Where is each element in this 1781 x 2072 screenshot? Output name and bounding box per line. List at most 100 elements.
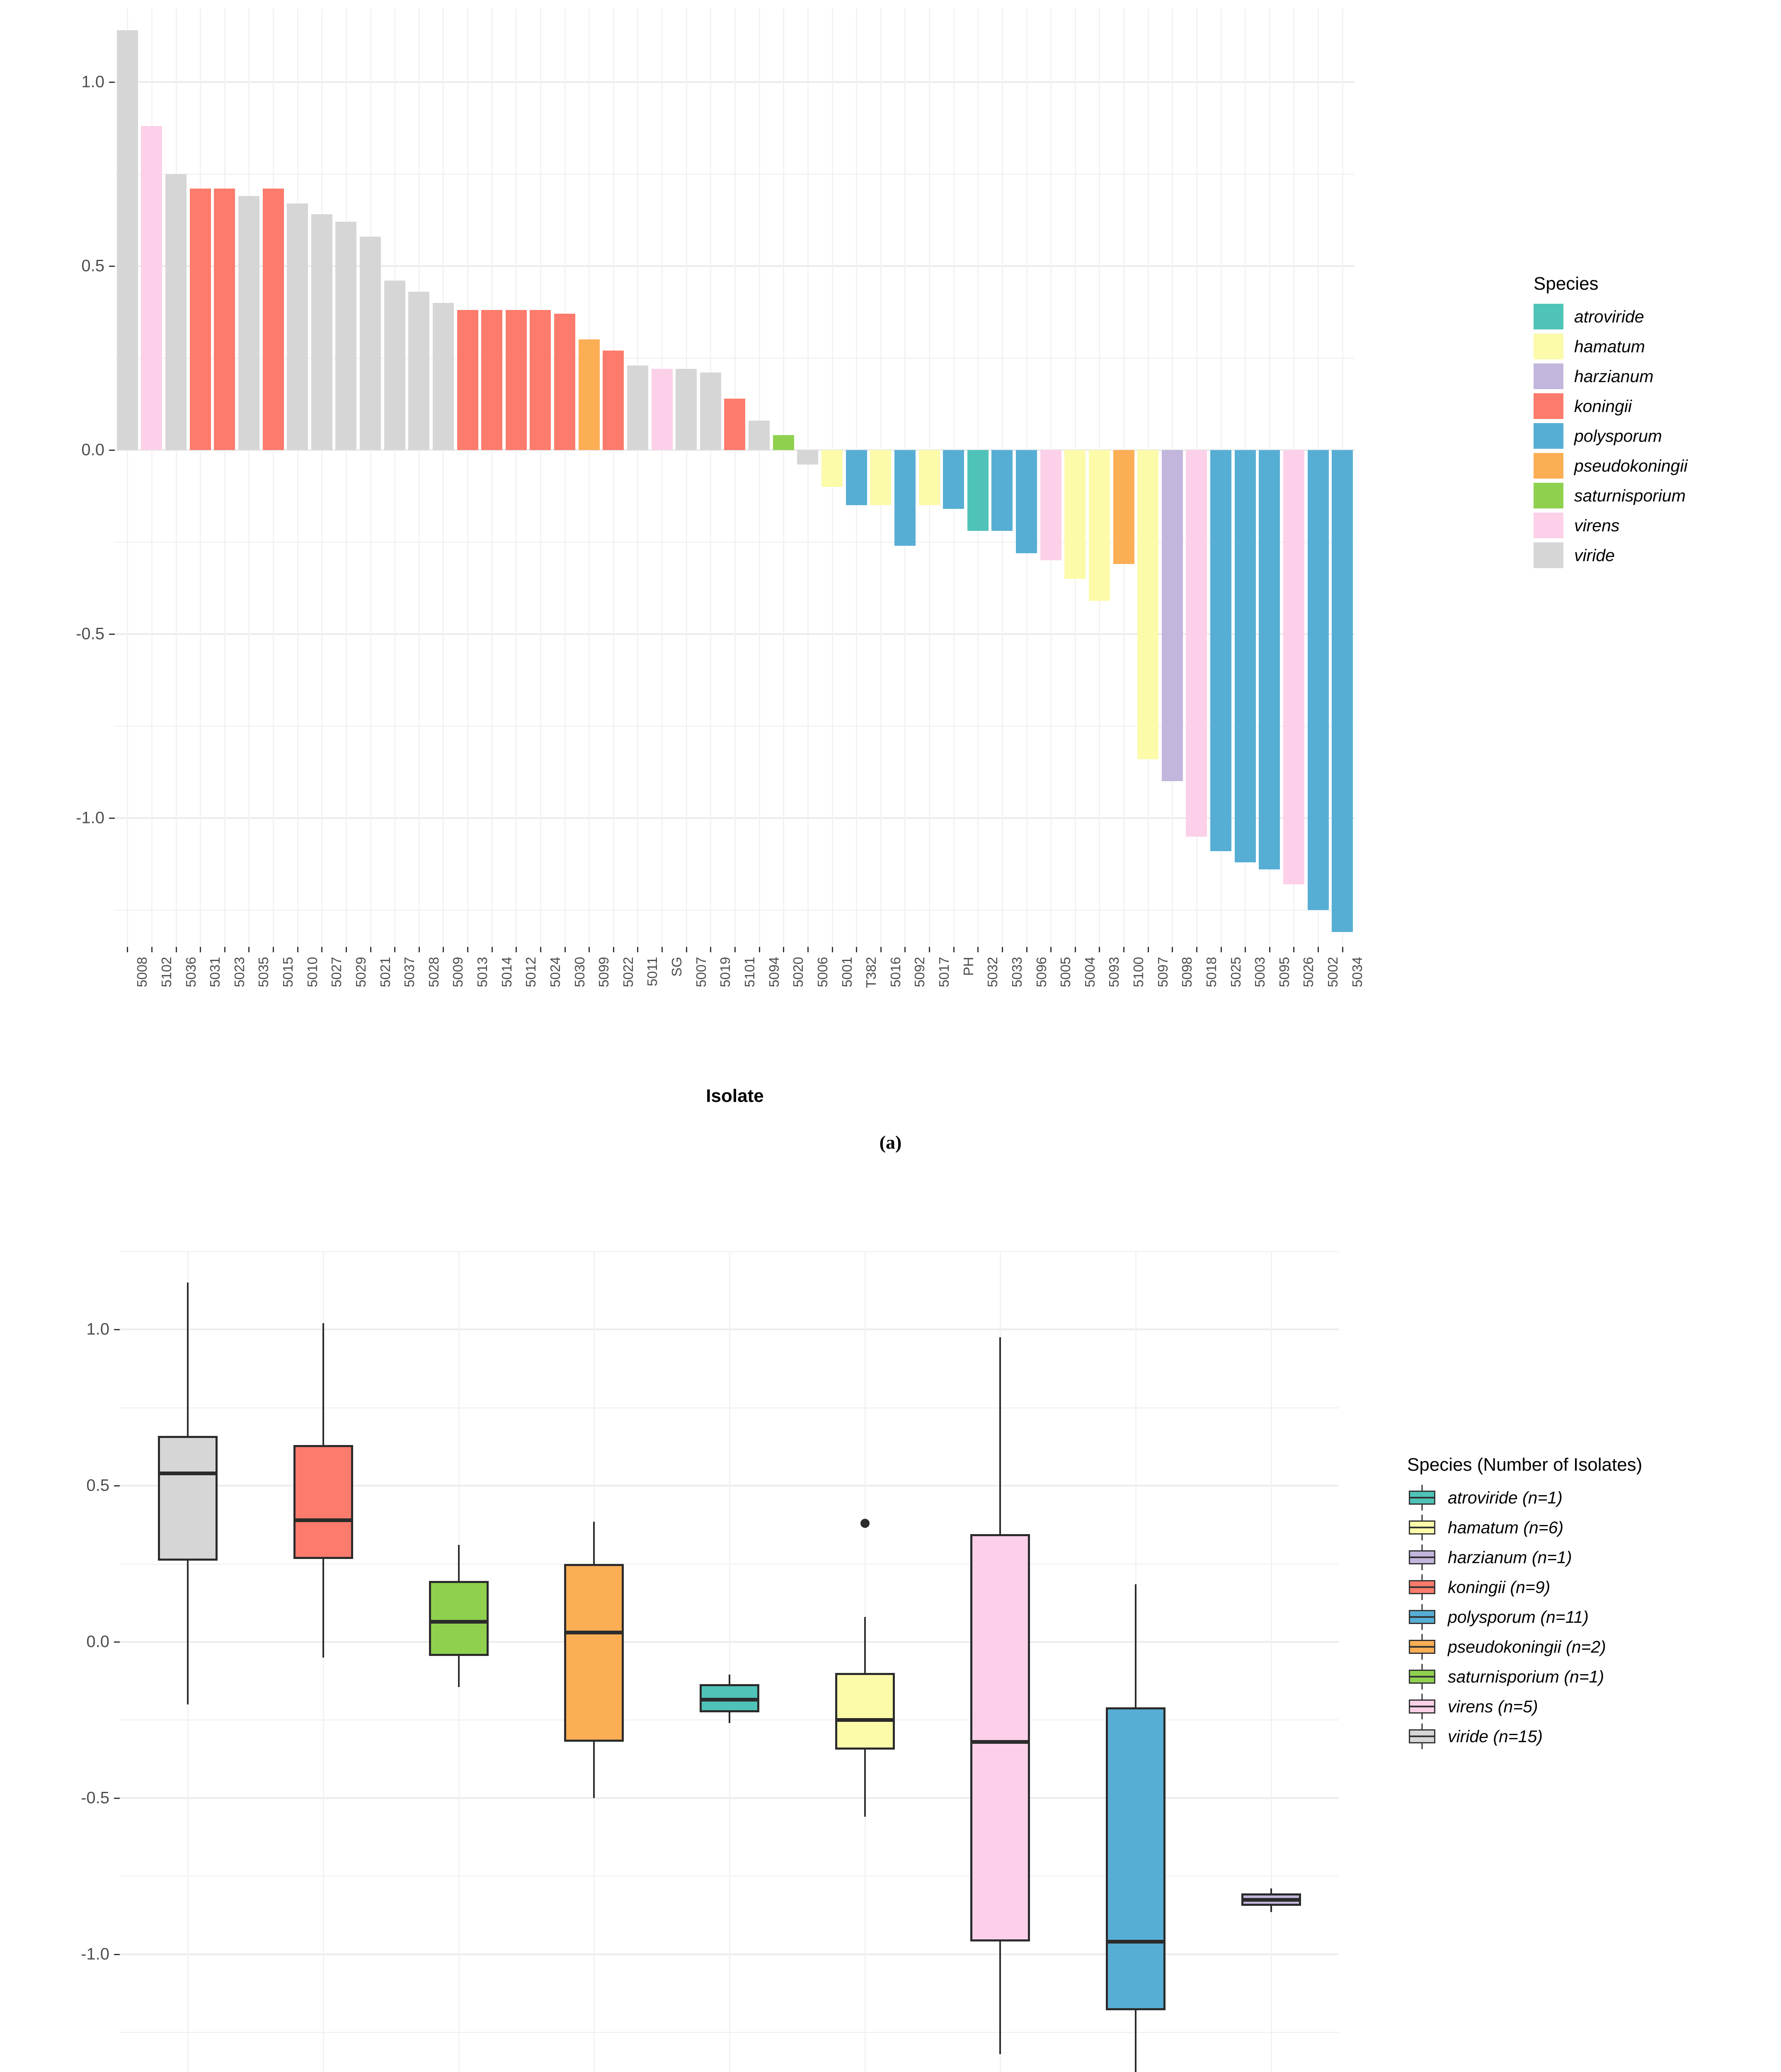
x-tick-mark [977,947,979,952]
legend-item-virens (n=5)[interactable]: virens (n=5) [1407,1692,1642,1721]
bar-5097 [1137,450,1159,759]
y-tick-mark [109,265,115,267]
x-tick-mark [491,947,493,952]
legend-label-polysporum (n=11): polysporum (n=11) [1448,1607,1589,1627]
legend-box-key [1407,1515,1437,1540]
bar-5020 [773,435,794,450]
legend-item-hamatum[interactable]: hamatum [1534,332,1688,361]
legend-item-saturnisporium[interactable]: saturnisporium [1534,481,1688,511]
x-tick-label-5033: 5033 [1009,957,1025,988]
median-line [429,1619,489,1624]
bar-5033 [991,450,1013,531]
bar-5005 [1040,450,1061,561]
whisker-lower [322,1559,324,1658]
y-tick-label: 0.5 [86,1476,109,1495]
bar-5035 [238,196,259,450]
legend-item-polysporum[interactable]: polysporum [1534,421,1688,451]
legend-item-pseudokoningii (n=2)[interactable]: pseudokoningii (n=2) [1407,1632,1642,1662]
bar-5025 [1210,450,1232,852]
gridline-minor-v [637,8,639,947]
x-tick-mark [1342,947,1343,952]
boxplot-saturnisporium [429,1251,489,2072]
legend-label-hamatum: hamatum [1574,336,1645,356]
x-tick-mark [758,947,760,952]
x-tick-label-5037: 5037 [402,957,417,988]
legend-key-median [1409,1676,1435,1677]
x-tick-label-5092: 5092 [912,957,928,988]
x-tick-mark [248,947,250,952]
legend-item-koningii[interactable]: koningii [1534,391,1688,421]
legend-item-saturnisporium (n=1)[interactable]: saturnisporium (n=1) [1407,1662,1642,1692]
bar-5096 [1016,450,1037,553]
legend-box-key [1407,1664,1437,1690]
legend-swatch-viride [1534,542,1563,568]
gridline-minor-v [321,8,323,947]
x-tick-mark [1123,947,1125,952]
legend-item-polysporum (n=11)[interactable]: polysporum (n=11) [1407,1602,1642,1632]
x-tick-label-5007: 5007 [693,957,709,988]
x-tick-label-PH: PH [960,957,976,976]
bar-SG [651,369,673,450]
gridline-minor-v [200,8,201,947]
x-tick-mark [540,947,541,952]
x-tick-mark [1147,947,1149,952]
median-line [293,1518,353,1523]
x-tick-mark [929,947,930,952]
legend-item-atroviride (n=1)[interactable]: atroviride (n=1) [1407,1483,1642,1513]
x-tick-mark [127,947,128,952]
x-tick-label-5093: 5093 [1106,957,1122,988]
gridline-minor-v [248,8,250,947]
legend-label-atroviride (n=1): atroviride (n=1) [1448,1488,1563,1507]
gridline-minor-v [394,8,396,947]
whisker-upper [1270,1888,1272,1893]
legend-label-hamatum (n=6): hamatum (n=6) [1448,1518,1564,1537]
legend-key-median [1409,1706,1435,1707]
legend-item-hamatum (n=6)[interactable]: hamatum (n=6) [1407,1513,1642,1542]
x-tick-mark [613,947,614,952]
x-tick-label-5020: 5020 [790,957,806,988]
x-tick-label-5029: 5029 [353,957,368,988]
gridline-minor-v [758,8,760,947]
bar-5008 [116,30,138,450]
legend-box-key [1407,1485,1437,1510]
y-tick-label: 1.0 [86,1320,109,1339]
legend-item-harzianum (n=1)[interactable]: harzianum (n=1) [1407,1542,1642,1572]
gridline-minor-v [686,8,687,947]
x-tick-label-5096: 5096 [1033,957,1049,988]
legend-swatch-saturnisporium [1534,483,1563,508]
legend-item-harzianum[interactable]: harzianum [1534,361,1688,391]
x-tick-label-5094: 5094 [766,957,782,988]
x-tick-label-5014: 5014 [499,957,514,988]
bar-5029 [335,222,357,450]
x-tick-label-5021: 5021 [377,957,393,988]
x-tick-mark [1074,947,1076,952]
legend-item-viride[interactable]: viride [1534,540,1688,570]
x-tick-mark [394,947,396,952]
legend-label-atroviride: atroviride [1574,307,1644,326]
whisker-lower [728,1712,730,1723]
panel-b-legend-title: Species (Number of Isolates) [1407,1455,1643,1475]
legend-item-virens[interactable]: virens [1534,511,1688,540]
x-tick-label-5010: 5010 [304,957,320,988]
legend-label-saturnisporium (n=1): saturnisporium (n=1) [1448,1667,1604,1686]
legend-item-viride (n=15)[interactable]: viride (n=15) [1407,1721,1642,1751]
legend-item-atroviride[interactable]: atroviride [1534,302,1688,332]
bar-T382 [846,450,867,506]
bar-5022 [603,351,624,450]
x-tick-mark [1245,947,1246,952]
legend-swatch-virens [1534,513,1563,538]
legend-key-median [1409,1646,1435,1648]
x-tick-label-5028: 5028 [426,957,441,988]
legend-item-koningii (n=9)[interactable]: koningii (n=9) [1407,1572,1642,1602]
legend-key-median [1409,1736,1435,1737]
whisker-upper [1134,1584,1136,1708]
legend-label-saturnisporium: saturnisporium [1574,486,1686,505]
bar-5100 [1113,450,1134,564]
whisker-upper [728,1675,730,1684]
gridline-minor-v [224,8,225,947]
y-tick-mark [114,1953,120,1955]
legend-label-viride (n=15): viride (n=15) [1448,1726,1543,1746]
legend-item-pseudokoningii[interactable]: pseudokoningii [1534,451,1688,481]
y-tick-label: 1.0 [81,73,104,91]
bar-5001 [821,450,843,487]
